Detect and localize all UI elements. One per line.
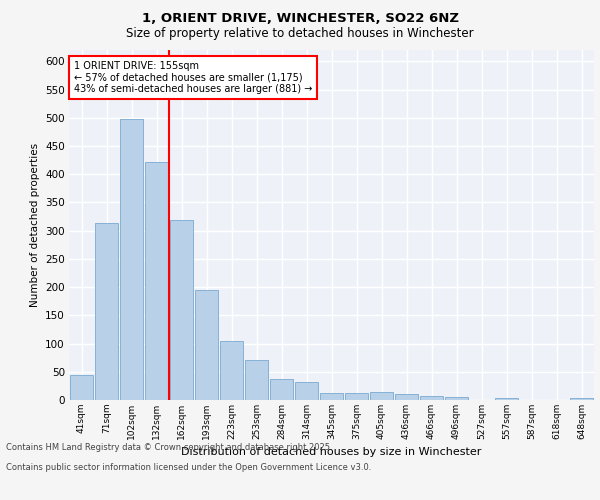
Bar (419, 396, 443, 400)
X-axis label: Distribution of detached houses by size in Winchester: Distribution of detached houses by size … (181, 448, 482, 458)
Bar (569, 398, 593, 400)
Bar (494, 398, 518, 400)
Bar (170, 220, 193, 400)
Bar (95, 224, 118, 400)
Text: Contains HM Land Registry data © Crown copyright and database right 2025.: Contains HM Land Registry data © Crown c… (6, 442, 332, 452)
Bar (295, 382, 319, 400)
Bar (445, 397, 469, 400)
Bar (194, 290, 218, 400)
Bar (220, 342, 244, 400)
Bar (269, 379, 293, 400)
Y-axis label: Number of detached properties: Number of detached properties (29, 143, 40, 307)
Bar (344, 393, 368, 400)
Bar (245, 360, 268, 400)
Bar (370, 392, 394, 400)
Bar (70, 374, 94, 400)
Bar (145, 162, 169, 400)
Text: Size of property relative to detached houses in Winchester: Size of property relative to detached ho… (126, 28, 474, 40)
Bar (395, 394, 418, 400)
Bar (119, 120, 143, 400)
Text: 1 ORIENT DRIVE: 155sqm
← 57% of detached houses are smaller (1,175)
43% of semi-: 1 ORIENT DRIVE: 155sqm ← 57% of detached… (74, 60, 313, 94)
Text: 1, ORIENT DRIVE, WINCHESTER, SO22 6NZ: 1, ORIENT DRIVE, WINCHESTER, SO22 6NZ (142, 12, 458, 26)
Bar (320, 392, 343, 400)
Text: Contains public sector information licensed under the Open Government Licence v3: Contains public sector information licen… (6, 462, 371, 471)
